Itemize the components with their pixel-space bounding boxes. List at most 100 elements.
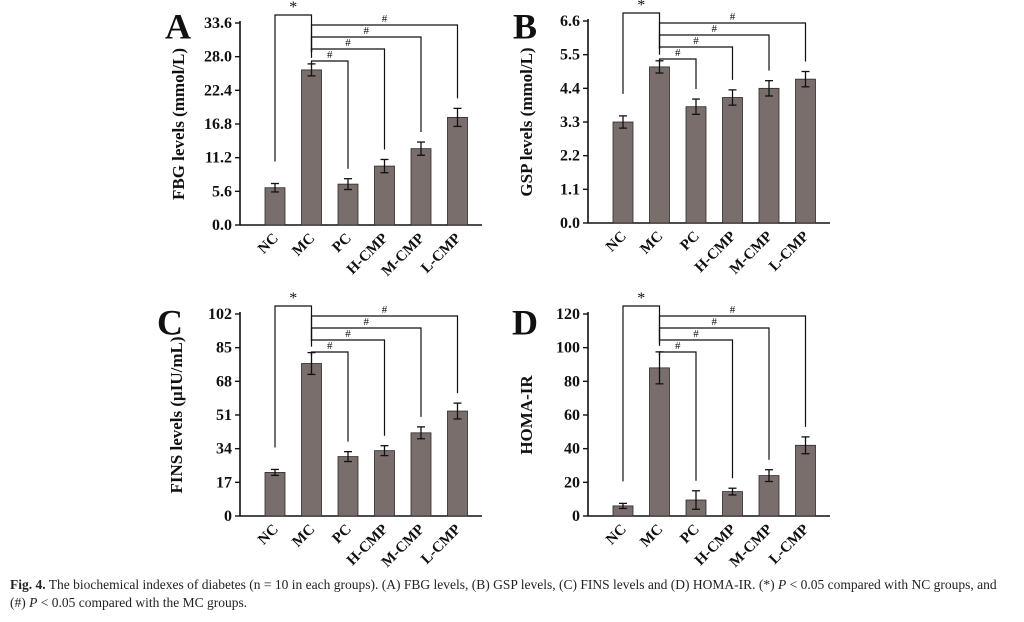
bar-nc: [264, 187, 286, 226]
significance-mark: #: [712, 316, 718, 328]
y-tick-label: 33.6: [204, 15, 232, 32]
significance-mark: #: [327, 49, 333, 61]
significance-mark: #: [382, 13, 388, 25]
caption-p-1: P: [777, 577, 787, 592]
significance-mark: *: [289, 290, 297, 307]
y-tick-label: 100: [556, 340, 580, 357]
y-tick-label: 102: [208, 306, 232, 323]
chart-panel-a: A 0.0 5.6 11.2 16.8 22.4 28.0 33.6 FBG levels (m…: [165, 0, 482, 280]
y-tick-label: 85: [216, 340, 232, 357]
caption-text-3: < 0.05 compared with the MC groups.: [37, 595, 248, 610]
figure-4: A 0.0 5.6 11.2 16.8 22.4 28.0 33.6 FBG levels (m…: [157, 0, 830, 570]
bar-m-cmp: [410, 432, 432, 517]
bar-l-cmp: [447, 116, 468, 226]
significance-mark: #: [675, 47, 681, 59]
significance-mark: #: [382, 304, 388, 316]
y-tick-label: 80: [564, 373, 580, 390]
panel-label: D: [512, 302, 538, 342]
x-tick-label: MC: [637, 229, 666, 258]
bar-mc: [649, 66, 670, 224]
y-tick-label: 120: [556, 306, 580, 323]
y-tick-label: 0: [572, 508, 580, 525]
y-tick-label: 51: [216, 407, 232, 424]
y-tick-label: 68: [216, 373, 232, 390]
significance-bracket: [310, 315, 459, 394]
significance-mark: *: [637, 0, 645, 14]
x-tick-label: L-CMP: [418, 522, 464, 568]
figure-caption: Fig. 4. The biochemical indexes of diabe…: [10, 576, 1014, 612]
x-tick-label: PC: [677, 229, 702, 254]
y-axis-title: FINS levels (μIU/mL): [167, 337, 186, 494]
y-tick-label: 2.2: [560, 148, 580, 165]
y-tick-label: 5.6: [212, 183, 232, 200]
bar-l-cmp: [795, 78, 816, 224]
bar-h-cmp: [374, 165, 395, 226]
significance-mark: #: [730, 11, 736, 23]
x-tick-label: PC: [329, 522, 354, 547]
significance-bracket: [658, 351, 697, 481]
bar-nc: [612, 121, 634, 224]
bar-mc: [301, 363, 322, 517]
y-tick-label: 16.8: [204, 116, 232, 133]
y-tick-label: 6.6: [560, 13, 580, 30]
x-tick-label: NC: [603, 522, 630, 549]
x-tick-label: L-CMP: [418, 231, 464, 277]
x-tick-label: NC: [603, 229, 630, 256]
y-tick-label: 4.4: [560, 80, 580, 97]
significance-mark: #: [345, 37, 351, 49]
x-tick-label: NC: [255, 231, 282, 258]
significance-bracket: [658, 22, 807, 62]
bar-h-cmp: [722, 97, 743, 224]
chart-panel-b: B 0.0 1.1 2.2 3.3 4.4 5.5 6.6 GSP levels (mmol/L…: [513, 0, 830, 278]
y-tick-label: 34: [216, 441, 232, 458]
caption-label: Fig. 4.: [10, 577, 46, 592]
significance-bracket: [658, 315, 807, 427]
y-axis-title: HOMA-IR: [517, 375, 536, 455]
panel-label: A: [165, 6, 191, 46]
significance-bracket: [658, 58, 697, 90]
y-tick-label: 22.4: [204, 82, 232, 99]
bar-pc: [685, 106, 707, 224]
significance-mark: #: [693, 35, 699, 47]
x-tick-label: PC: [677, 522, 702, 547]
significance-bracket: [310, 351, 349, 442]
bar-pc: [337, 456, 359, 517]
caption-text-1: The biochemical indexes of diabetes (n =…: [45, 577, 778, 592]
y-tick-label: 3.3: [560, 114, 580, 131]
significance-mark: #: [364, 25, 370, 37]
significance-mark: #: [327, 340, 333, 352]
x-tick-label: PC: [329, 231, 354, 256]
significance-bracket: [310, 24, 459, 99]
x-tick-label: MC: [289, 522, 318, 551]
significance-mark: #: [345, 328, 351, 340]
caption-p-2: P: [29, 595, 38, 610]
x-tick-label: L-CMP: [766, 229, 812, 275]
y-tick-label: 40: [564, 441, 580, 458]
panel-label: B: [513, 6, 537, 46]
y-tick-label: 5.5: [560, 47, 580, 64]
bar-nc: [264, 472, 286, 517]
y-tick-label: 0.0: [560, 215, 580, 232]
x-tick-label: L-CMP: [766, 522, 812, 568]
y-tick-label: 0: [224, 508, 232, 525]
significance-mark: #: [712, 23, 718, 35]
y-tick-label: 11.2: [205, 150, 232, 167]
y-tick-label: 17: [216, 474, 232, 491]
significance-bracket: [658, 339, 734, 479]
significance-mark: #: [730, 304, 736, 316]
bar-mc: [649, 367, 670, 517]
x-tick-label: NC: [255, 522, 282, 549]
y-tick-label: 60: [564, 407, 580, 424]
bar-mc: [301, 69, 322, 226]
x-tick-label: MC: [289, 231, 318, 260]
significance-mark: #: [675, 340, 681, 352]
y-tick-label: 28.0: [204, 49, 232, 66]
bar-pc: [337, 183, 359, 226]
bar-h-cmp: [374, 450, 395, 517]
bar-m-cmp: [410, 148, 432, 226]
significance-mark: *: [637, 290, 645, 307]
significance-mark: #: [693, 328, 699, 340]
y-tick-label: 1.1: [560, 181, 580, 198]
bar-l-cmp: [447, 410, 468, 517]
